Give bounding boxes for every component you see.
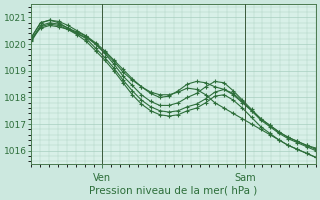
X-axis label: Pression niveau de la mer( hPa ): Pression niveau de la mer( hPa ) (90, 186, 258, 196)
